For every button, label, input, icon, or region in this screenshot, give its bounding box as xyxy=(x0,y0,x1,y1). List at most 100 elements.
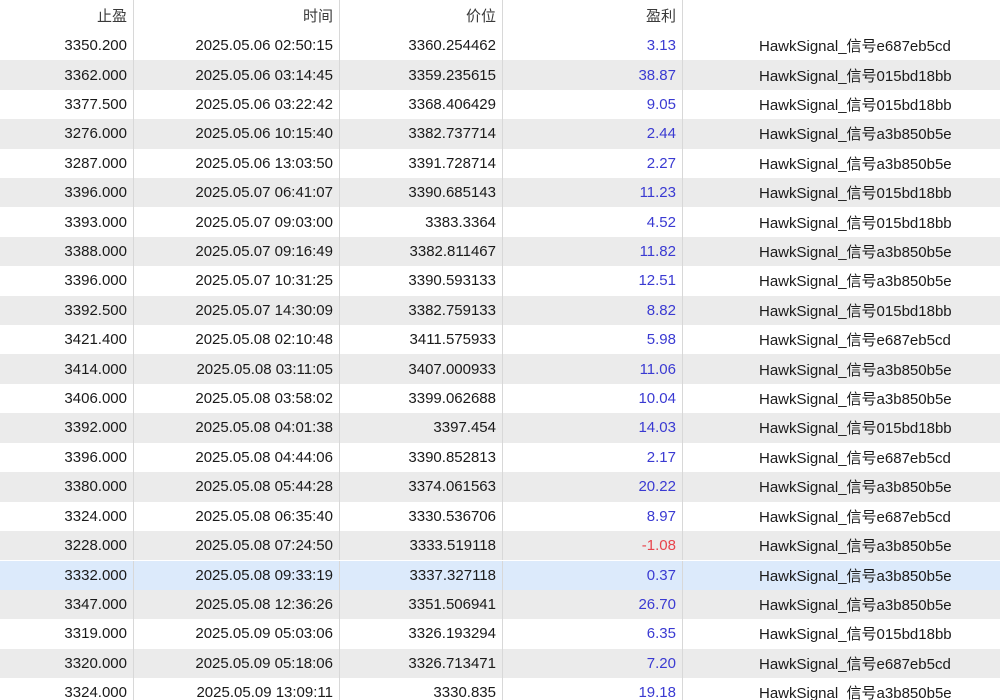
table-row[interactable]: 3396.000 2025.05.07 06:41:07 3390.685143 11… xyxy=(0,178,1000,208)
column-header-time[interactable]: 时间 xyxy=(134,0,340,31)
cell-profit: 19.18 xyxy=(503,677,683,700)
cell-tp: 3421.400 xyxy=(0,325,134,355)
cell-signal: HawkSignal_信号a3b850b5e xyxy=(759,244,952,262)
cell-signal: HawkSignal_信号015bd18bb xyxy=(759,214,952,232)
table-header-row: 止盈 时间 价位 盈利 xyxy=(0,0,1000,31)
cell-signal: HawkSignal_信号a3b850b5e xyxy=(759,568,952,586)
cell-profit: 2.17 xyxy=(503,442,683,473)
cell-time: 2025.05.06 03:14:45 xyxy=(134,60,340,90)
cell-time: 2025.05.08 12:36:26 xyxy=(134,589,340,620)
cell-time: 2025.05.08 04:44:06 xyxy=(134,442,340,473)
cell-time: 2025.05.06 10:15:40 xyxy=(134,119,340,149)
column-header-signal[interactable] xyxy=(683,0,1000,31)
cell-tp: 3319.000 xyxy=(0,619,134,649)
cell-time: 2025.05.07 10:31:25 xyxy=(134,266,340,296)
cell-time: 2025.05.09 05:18:06 xyxy=(134,648,340,678)
cell-tp: 3332.000 xyxy=(0,561,134,590)
cell-price: 3333.519118 xyxy=(340,530,503,561)
cell-tp: 3287.000 xyxy=(0,148,134,179)
cell-time: 2025.05.08 05:44:28 xyxy=(134,472,340,502)
table-row[interactable]: 3406.000 2025.05.08 03:58:02 3399.062688 10… xyxy=(0,383,1000,414)
cell-price: 3397.454 xyxy=(340,413,503,443)
cell-time: 2025.05.06 02:50:15 xyxy=(134,31,340,61)
cell-price: 3399.062688 xyxy=(340,383,503,414)
table-row[interactable]: 3350.200 2025.05.06 02:50:15 3360.254462 3.… xyxy=(0,31,1000,61)
cell-profit: 11.06 xyxy=(503,354,683,384)
cell-price: 3359.235615 xyxy=(340,60,503,90)
cell-signal: HawkSignal_信号a3b850b5e xyxy=(759,391,952,409)
table-row[interactable]: 3320.000 2025.05.09 05:18:06 3326.713471 7.… xyxy=(0,648,1000,678)
table-row[interactable]: 3388.000 2025.05.07 09:16:49 3382.811467 11… xyxy=(0,236,1000,267)
cell-signal: HawkSignal_信号a3b850b5e xyxy=(759,685,952,700)
cell-tp: 3347.000 xyxy=(0,589,134,620)
cell-signal: HawkSignal_信号e687eb5cd xyxy=(759,508,951,526)
table-row[interactable]: 3324.000 2025.05.08 06:35:40 3330.536706 8.… xyxy=(0,501,1000,531)
table-row[interactable]: 3380.000 2025.05.08 05:44:28 3374.061563 20… xyxy=(0,472,1000,502)
cell-tp: 3228.000 xyxy=(0,530,134,561)
cell-price: 3330.835 xyxy=(340,677,503,700)
table-row[interactable]: 3396.000 2025.05.08 04:44:06 3390.852813 2.… xyxy=(0,442,1000,473)
table-row[interactable]: 3362.000 2025.05.06 03:14:45 3359.235615 38… xyxy=(0,60,1000,90)
table-row[interactable]: 3392.500 2025.05.07 14:30:09 3382.759133 8.… xyxy=(0,295,1000,326)
cell-tp: 3393.000 xyxy=(0,207,134,237)
cell-price: 3382.811467 xyxy=(340,236,503,267)
cell-tp: 3392.500 xyxy=(0,295,134,326)
cell-signal: HawkSignal_信号e687eb5cd xyxy=(759,332,951,350)
table-row[interactable]: 3276.000 2025.05.06 10:15:40 3382.737714 2.… xyxy=(0,119,1000,149)
cell-signal: HawkSignal_信号a3b850b5e xyxy=(759,273,952,291)
cell-price: 3382.737714 xyxy=(340,119,503,149)
table-row[interactable]: 3392.000 2025.05.08 04:01:38 3397.454 14.03… xyxy=(0,413,1000,443)
cell-tp: 3320.000 xyxy=(0,648,134,678)
cell-profit: 5.98 xyxy=(503,325,683,355)
cell-signal: HawkSignal_信号015bd18bb xyxy=(759,97,952,115)
table-row[interactable]: 3377.500 2025.05.06 03:22:42 3368.406429 9.… xyxy=(0,89,1000,120)
cell-price: 3390.685143 xyxy=(340,178,503,208)
cell-profit: 14.03 xyxy=(503,413,683,443)
cell-time: 2025.05.06 03:22:42 xyxy=(134,89,340,120)
cell-profit: 10.04 xyxy=(503,383,683,414)
cell-price: 3383.3364 xyxy=(340,207,503,237)
cell-signal: HawkSignal_信号015bd18bb xyxy=(759,626,952,644)
cell-profit: 6.35 xyxy=(503,619,683,649)
column-header-price[interactable]: 价位 xyxy=(340,0,503,31)
table-row[interactable]: 3228.000 2025.05.08 07:24:50 3333.519118 -1… xyxy=(0,530,1000,561)
table-row[interactable]: 3396.000 2025.05.07 10:31:25 3390.593133 12… xyxy=(0,266,1000,296)
cell-time: 2025.05.08 09:33:19 xyxy=(134,561,340,590)
cell-price: 3390.852813 xyxy=(340,442,503,473)
cell-tp: 3406.000 xyxy=(0,383,134,414)
table-row[interactable]: 3347.000 2025.05.08 12:36:26 3351.506941 26… xyxy=(0,589,1000,620)
cell-tp: 3276.000 xyxy=(0,119,134,149)
table-row[interactable]: 3414.000 2025.05.08 03:11:05 3407.000933 11… xyxy=(0,354,1000,384)
cell-signal: HawkSignal_信号e687eb5cd xyxy=(759,655,951,673)
cell-profit: 11.82 xyxy=(503,236,683,267)
cell-signal: HawkSignal_信号015bd18bb xyxy=(759,302,952,320)
cell-tp: 3396.000 xyxy=(0,178,134,208)
cell-profit: 38.87 xyxy=(503,60,683,90)
cell-time: 2025.05.08 07:24:50 xyxy=(134,530,340,561)
table-row[interactable]: 3421.400 2025.05.08 02:10:48 3411.575933 5.… xyxy=(0,325,1000,355)
cell-tp: 3377.500 xyxy=(0,89,134,120)
cell-time: 2025.05.08 03:58:02 xyxy=(134,383,340,414)
cell-tp: 3388.000 xyxy=(0,236,134,267)
column-header-profit[interactable]: 盈利 xyxy=(503,0,683,31)
table-row[interactable]: 3393.000 2025.05.07 09:03:00 3383.3364 4.52… xyxy=(0,207,1000,237)
cell-tp: 3350.200 xyxy=(0,31,134,61)
cell-profit: 2.44 xyxy=(503,119,683,149)
cell-profit: 8.97 xyxy=(503,501,683,531)
table-row-selected[interactable]: 3332.000 2025.05.08 09:33:19 3337.327118 0.… xyxy=(0,560,1000,590)
cell-time: 2025.05.06 13:03:50 xyxy=(134,148,340,179)
table-body: 3350.200 2025.05.06 02:50:15 3360.254462 3.… xyxy=(0,31,1000,700)
cell-signal: HawkSignal_信号015bd18bb xyxy=(759,185,952,203)
cell-signal: HawkSignal_信号a3b850b5e xyxy=(759,126,952,144)
cell-profit: 12.51 xyxy=(503,266,683,296)
table-row[interactable]: 3287.000 2025.05.06 13:03:50 3391.728714 2.… xyxy=(0,148,1000,179)
cell-profit: 20.22 xyxy=(503,472,683,502)
cell-signal: HawkSignal_信号e687eb5cd xyxy=(759,38,951,56)
cell-time: 2025.05.08 04:01:38 xyxy=(134,413,340,443)
table-row[interactable]: 3324.000 2025.05.09 13:09:11 3330.835 19.18… xyxy=(0,677,1000,700)
cell-price: 3382.759133 xyxy=(340,295,503,326)
cell-time: 2025.05.08 06:35:40 xyxy=(134,501,340,531)
table-row[interactable]: 3319.000 2025.05.09 05:03:06 3326.193294 6.… xyxy=(0,619,1000,649)
column-header-tp[interactable]: 止盈 xyxy=(0,0,134,31)
cell-tp: 3324.000 xyxy=(0,501,134,531)
